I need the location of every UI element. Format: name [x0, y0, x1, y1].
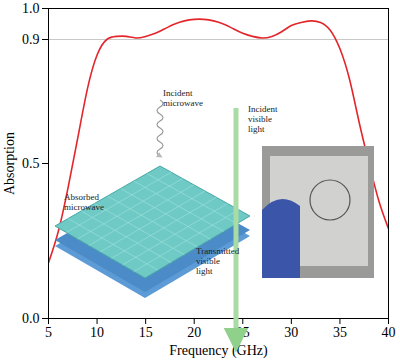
svg-text:Absorbedmicrowave: Absorbedmicrowave [64, 192, 104, 212]
svg-text:30: 30 [284, 325, 298, 340]
svg-text:20: 20 [187, 325, 201, 340]
svg-text:5: 5 [45, 325, 52, 340]
svg-text:Incidentmicrowave: Incidentmicrowave [163, 88, 203, 108]
svg-text:Incidentvisiblelight: Incidentvisiblelight [248, 104, 278, 134]
svg-text:10: 10 [90, 325, 104, 340]
svg-text:1.0: 1.0 [22, 1, 40, 16]
svg-text:0.5: 0.5 [22, 156, 40, 171]
svg-text:25: 25 [236, 325, 250, 340]
svg-text:0.9: 0.9 [22, 32, 40, 47]
svg-text:35: 35 [333, 325, 347, 340]
svg-text:Frequency (GHz): Frequency (GHz) [169, 343, 268, 359]
svg-text:15: 15 [139, 325, 153, 340]
svg-text:40: 40 [382, 325, 396, 340]
svg-text:0.0: 0.0 [22, 311, 40, 326]
svg-text:Transmittedvisiblelight: Transmittedvisiblelight [196, 246, 240, 276]
svg-text:Absorption: Absorption [2, 132, 17, 195]
